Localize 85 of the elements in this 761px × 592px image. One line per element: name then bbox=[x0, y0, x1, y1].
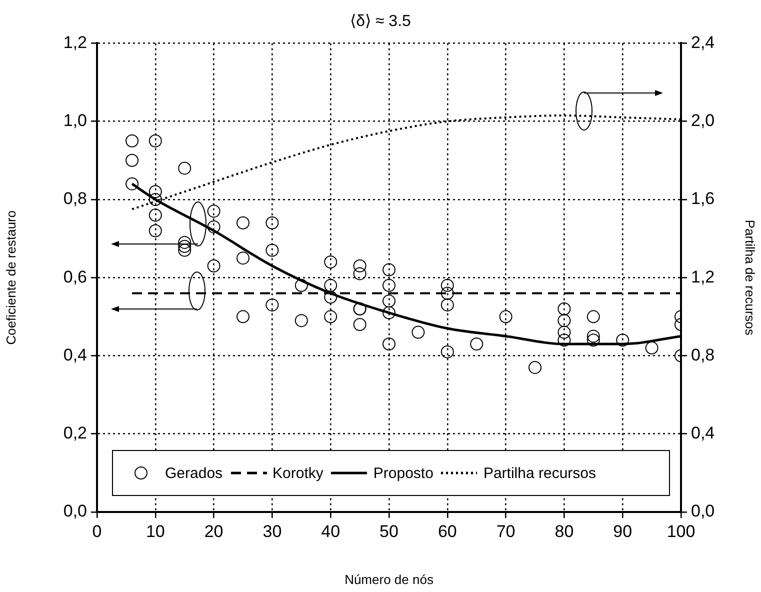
point bbox=[382, 306, 396, 320]
point bbox=[178, 240, 192, 253]
point bbox=[178, 244, 192, 257]
point bbox=[586, 310, 600, 324]
point bbox=[236, 310, 250, 324]
y-tick-label: 1,2 bbox=[63, 32, 87, 52]
y-tick-label: 0,2 bbox=[63, 424, 87, 443]
point bbox=[586, 334, 600, 347]
point bbox=[382, 294, 396, 308]
point bbox=[126, 177, 139, 190]
y-axis-title: Coeficiente de restauro bbox=[3, 210, 18, 345]
point bbox=[324, 310, 338, 324]
point bbox=[178, 236, 192, 249]
legend-label: Proposto bbox=[373, 464, 434, 482]
y2-tick-label: 2,4 bbox=[691, 32, 715, 52]
x-tick-label: 80 bbox=[554, 522, 574, 541]
y-tick-label: 0,6 bbox=[63, 267, 87, 286]
point bbox=[382, 278, 396, 292]
x-tick-label: 90 bbox=[613, 522, 632, 541]
point bbox=[558, 314, 571, 328]
x-tick-label: 60 bbox=[438, 522, 457, 541]
y2-tick-label: 0,0 bbox=[691, 502, 715, 521]
y-tick-label: 0,0 bbox=[63, 502, 87, 521]
x-tick-label: 40 bbox=[321, 522, 340, 541]
point bbox=[382, 263, 396, 276]
point bbox=[528, 360, 542, 374]
point bbox=[558, 334, 571, 347]
point bbox=[353, 318, 366, 331]
y2-tick-label: 0,8 bbox=[691, 345, 715, 364]
point bbox=[440, 286, 454, 300]
point bbox=[266, 216, 279, 230]
point bbox=[207, 220, 220, 234]
point bbox=[148, 192, 162, 206]
x-tick-label: 10 bbox=[146, 522, 165, 541]
point bbox=[353, 259, 366, 272]
x-tick-label: 100 bbox=[666, 522, 696, 541]
point bbox=[558, 302, 571, 316]
point bbox=[645, 341, 658, 354]
point bbox=[178, 162, 192, 175]
point bbox=[324, 278, 338, 292]
legend-label: Gerados bbox=[165, 464, 223, 482]
x-tick-label: 30 bbox=[262, 522, 282, 541]
y-tick-label: 1,0 bbox=[63, 111, 87, 130]
point bbox=[294, 314, 308, 328]
point bbox=[266, 244, 279, 257]
x-tick-label: 50 bbox=[380, 522, 398, 541]
point bbox=[148, 208, 162, 222]
point bbox=[382, 338, 396, 351]
y-tick-label: 0,4 bbox=[63, 345, 87, 364]
point bbox=[148, 185, 162, 198]
point bbox=[440, 345, 454, 358]
x-axis-title: Número de nós bbox=[344, 572, 434, 587]
point bbox=[558, 326, 571, 339]
y-tick-label: 0,8 bbox=[63, 189, 87, 208]
y2-tick-label: 0,4 bbox=[691, 424, 715, 443]
point bbox=[236, 252, 250, 265]
x-tick-label: 70 bbox=[496, 522, 516, 541]
point bbox=[207, 259, 220, 272]
point bbox=[266, 298, 279, 312]
x-tick-label: 20 bbox=[204, 522, 224, 541]
y2-axis-title: Partilha de recursos bbox=[742, 220, 758, 336]
legend-label: Korotky bbox=[272, 464, 324, 482]
point bbox=[294, 278, 308, 292]
point bbox=[470, 338, 484, 351]
x-tick-label: 0 bbox=[92, 522, 102, 541]
point bbox=[148, 224, 162, 238]
point bbox=[440, 298, 454, 312]
chart-title: ⟨δ⟩ ≈ 3.5 bbox=[350, 13, 412, 30]
point bbox=[353, 267, 366, 280]
y2-tick-label: 1,6 bbox=[691, 189, 715, 208]
point bbox=[586, 330, 600, 343]
point bbox=[412, 326, 425, 339]
point bbox=[126, 154, 139, 167]
point bbox=[616, 334, 630, 347]
point bbox=[440, 278, 454, 292]
point bbox=[324, 290, 338, 304]
y2-tick-label: 2,0 bbox=[691, 111, 715, 130]
point bbox=[148, 134, 162, 148]
y2-tick-label: 1,2 bbox=[691, 267, 715, 286]
point bbox=[126, 134, 139, 148]
legend-label: Partilha recursos bbox=[483, 464, 596, 482]
point bbox=[499, 310, 512, 324]
point bbox=[324, 255, 338, 268]
point bbox=[236, 216, 250, 230]
point bbox=[207, 204, 220, 218]
